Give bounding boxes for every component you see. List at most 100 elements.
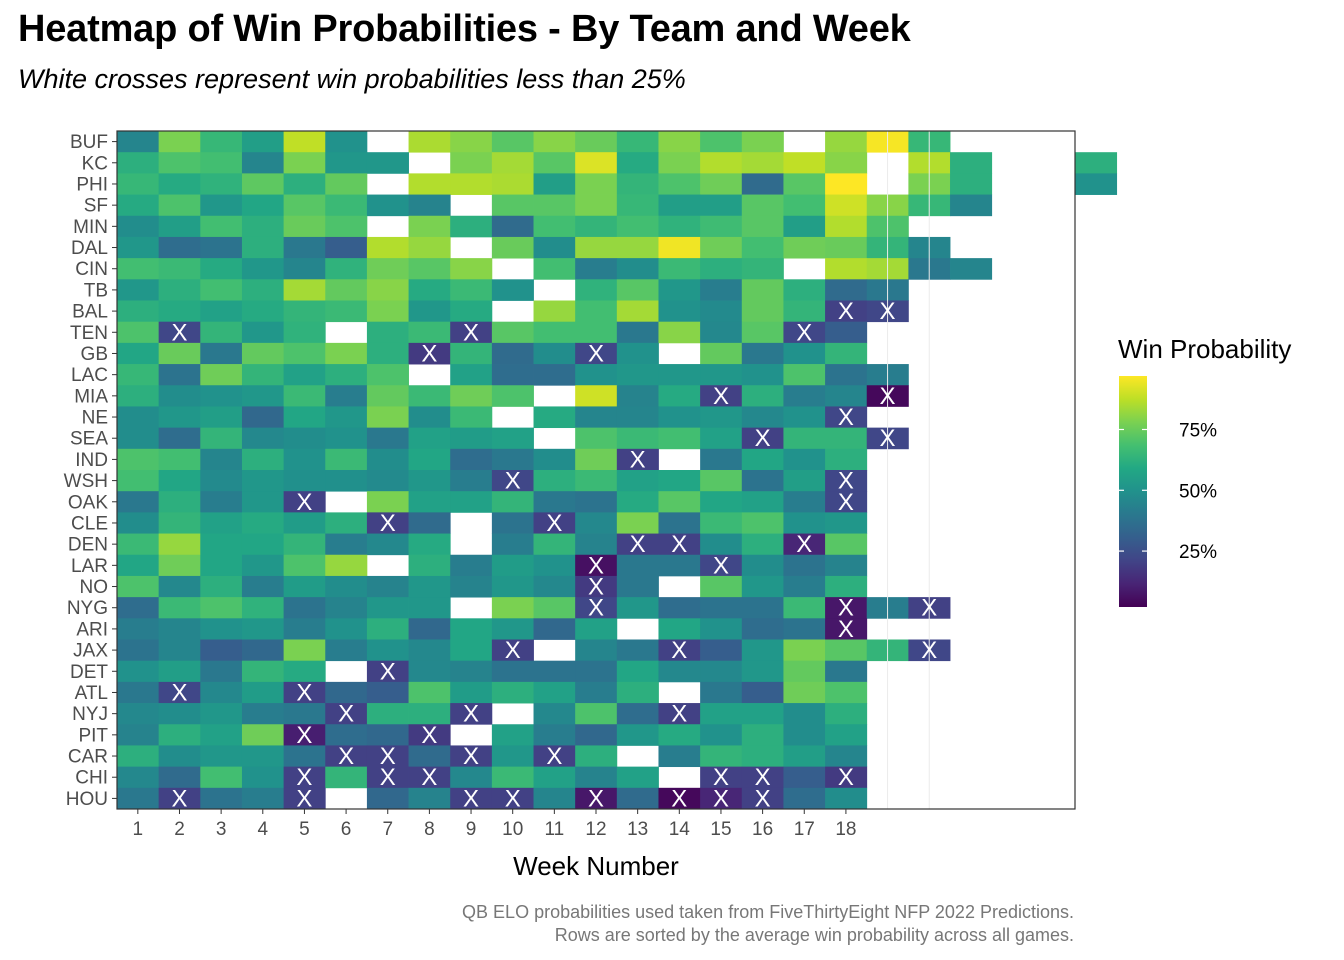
cell-bal-week-2 — [158, 300, 201, 323]
cell-jax-week-13 — [616, 639, 659, 662]
cell-atl-week-5 — [283, 681, 326, 704]
cell-sf-week-7 — [366, 194, 409, 217]
cell-wsh-week-4 — [241, 470, 285, 492]
cell-no-week-13 — [616, 575, 659, 598]
cell-ne-week-12 — [575, 406, 618, 429]
cell-det-week-18 — [825, 660, 868, 683]
cell-phi-week-16 — [741, 173, 784, 195]
cell-wsh-week-17 — [783, 470, 826, 492]
cell-chi-week-15 — [700, 766, 743, 789]
cell-ind-week-16 — [741, 448, 784, 471]
cell-mia-week-6 — [325, 385, 368, 407]
cell-ind-week-17 — [783, 448, 826, 471]
y-tick-label: GB — [81, 344, 108, 365]
cell-jax-week-1 — [117, 639, 160, 662]
low-probability-x-mark: X — [380, 510, 396, 537]
x-tick-label: 5 — [299, 819, 310, 840]
cell-det-week-8 — [408, 660, 451, 683]
low-probability-x-mark: X — [838, 616, 854, 643]
cell-bal-week-13 — [616, 300, 659, 323]
cell-buf-week-8 — [408, 131, 451, 153]
cell-lac-week-2 — [158, 364, 201, 386]
cell-jax-week-9 — [450, 639, 493, 662]
cell-car-week-6 — [325, 745, 368, 768]
cell-car-week-16 — [741, 745, 784, 768]
low-probability-x-mark: X — [838, 764, 854, 791]
y-tick-label: ARI — [76, 619, 108, 640]
cell-nyj-week-17 — [783, 703, 826, 725]
cell-bal-week-8 — [408, 300, 451, 323]
cell-wsh-week-13 — [616, 470, 659, 492]
cell-phi-week-17 — [783, 173, 826, 195]
y-tick-label: CAR — [68, 747, 108, 768]
cell-sf-week-11 — [533, 194, 576, 217]
y-tick-label: DEN — [68, 535, 108, 556]
cell-pit-week-15 — [700, 724, 743, 746]
cell-chi-week-6 — [325, 766, 368, 789]
cell-nyj-week-9 — [450, 703, 493, 725]
x-tick-label: 17 — [794, 819, 815, 840]
cell-buf-week-11 — [533, 131, 576, 153]
low-probability-x-mark: X — [921, 595, 937, 622]
cell-nyg-week-13 — [616, 597, 659, 619]
cell-sf-week-17 — [783, 194, 826, 217]
x-tick-label: 7 — [382, 819, 393, 840]
cell-pit-week-8 — [408, 724, 451, 746]
cell-dal-week-3 — [200, 236, 243, 259]
cell-bal-week-11 — [533, 300, 576, 323]
cell-ten-week-13 — [616, 321, 659, 344]
cell-tb-week-14 — [658, 279, 701, 301]
cell-dal-week-15 — [700, 236, 743, 259]
cell-hou-week-17 — [783, 787, 826, 810]
cell-no-week-15 — [700, 575, 743, 598]
x-tick-label: 2 — [174, 819, 185, 840]
cell-gb-week-4 — [241, 342, 285, 365]
x-tick-label: 9 — [466, 819, 477, 840]
cell-dal-week-18 — [825, 236, 868, 259]
cell-jax-week-18 — [825, 639, 868, 662]
y-tick-label: WSH — [64, 471, 108, 492]
cell-cin-week-13 — [616, 258, 659, 280]
cell-oak-week-4 — [241, 491, 285, 513]
cell-sea-week-12 — [575, 427, 618, 450]
cell-cin-week-8 — [408, 258, 451, 280]
cell-ne-week-6 — [325, 406, 368, 429]
y-tick-label: NYJ — [72, 704, 108, 725]
cell-ne-week-17 — [783, 406, 826, 429]
low-probability-x-mark: X — [838, 404, 854, 431]
cell-ten-week-2 — [158, 321, 201, 344]
cell-lar-week-9 — [450, 554, 493, 577]
cell-gb-week-7 — [366, 342, 409, 365]
x-tick-label: 16 — [752, 819, 773, 840]
cell-pit-week-18 — [825, 724, 868, 746]
low-probability-x-mark: X — [505, 785, 521, 812]
cell-cin-week-16 — [741, 258, 784, 280]
cell-mia-week-2 — [158, 385, 201, 407]
cell-wsh-week-11 — [533, 470, 576, 492]
cell-tb-week-18 — [825, 279, 868, 301]
cell-ind-week-13 — [616, 448, 659, 471]
low-probability-x-mark: X — [296, 489, 312, 516]
cell-wsh-week-3 — [200, 470, 243, 492]
cell-sea-week-7 — [366, 427, 409, 450]
cell-nyg-week-2 — [158, 597, 201, 619]
legend-tick-label: 25% — [1179, 542, 1217, 563]
cell-kc-week-12 — [575, 152, 618, 174]
cell-sea-week-1 — [117, 427, 160, 450]
cell-nyg-week-16 — [741, 597, 784, 619]
cell-nyj-week-2 — [158, 703, 201, 725]
low-probability-x-mark: X — [296, 679, 312, 706]
cell-sf-week-2 — [158, 194, 201, 217]
cell-chi-week-8 — [408, 766, 451, 789]
y-tick-label: TB — [84, 280, 108, 301]
cell-gb-week-10 — [491, 342, 534, 365]
x-tick-label: 12 — [585, 819, 606, 840]
low-probability-x-mark: X — [171, 785, 187, 812]
cell-bal-week-14 — [658, 300, 701, 323]
cell-hou-week-2 — [158, 787, 201, 810]
low-probability-x-mark: X — [838, 298, 854, 325]
low-probability-x-mark: X — [838, 468, 854, 495]
cell-hou-week-11 — [533, 787, 576, 810]
cell-ari-week-16 — [741, 618, 784, 640]
cell-ten-week-12 — [575, 321, 618, 344]
